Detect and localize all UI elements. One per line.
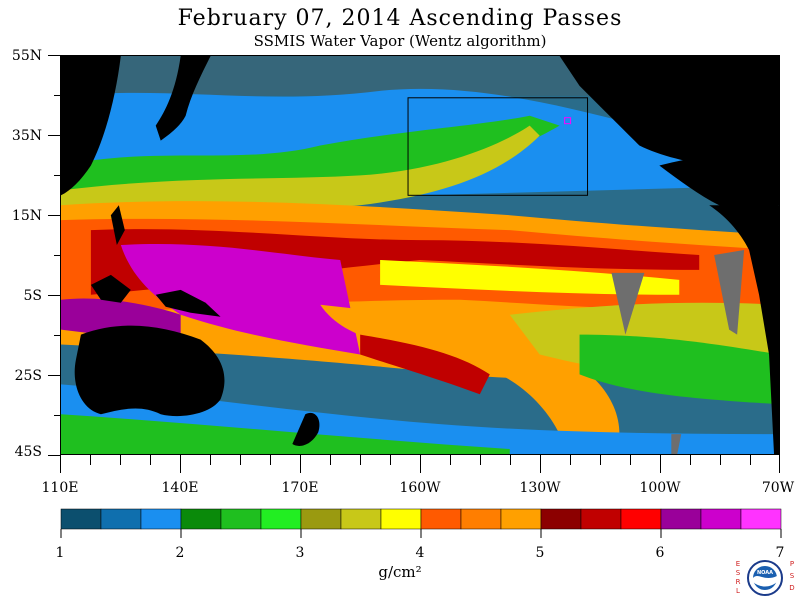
lon-label-100w: 100W bbox=[639, 480, 681, 496]
lat-tick bbox=[48, 55, 60, 56]
colorbar-swatch bbox=[260, 508, 302, 530]
lon-tick bbox=[330, 455, 331, 465]
colorbar-swatch bbox=[660, 508, 702, 530]
lat-tick bbox=[54, 335, 60, 336]
colorbar-swatch bbox=[380, 508, 422, 530]
lat-tick bbox=[48, 455, 60, 456]
noaa-logo: E S R L NOAA P S D bbox=[736, 560, 795, 596]
colorbar-swatch bbox=[740, 508, 782, 530]
lon-tick bbox=[750, 455, 751, 465]
colorbar-label-3: 3 bbox=[295, 545, 305, 561]
colorbar-swatch bbox=[180, 508, 222, 530]
lon-tick bbox=[120, 455, 121, 465]
colorbar-swatch bbox=[700, 508, 742, 530]
colorbar-swatch bbox=[500, 508, 542, 530]
logo-esrl-e: E bbox=[736, 560, 740, 568]
lon-tick bbox=[270, 455, 271, 465]
colorbar-swatch bbox=[420, 508, 462, 530]
logo-psd-s: S bbox=[790, 572, 795, 580]
lat-tick bbox=[54, 175, 60, 176]
lon-label-70w: 70W bbox=[761, 480, 795, 496]
lon-label-110e: 110E bbox=[41, 480, 79, 496]
lat-label-35n: 35N bbox=[11, 128, 42, 144]
lon-tick bbox=[60, 455, 61, 473]
lon-tick bbox=[90, 455, 91, 465]
lon-tick bbox=[150, 455, 151, 465]
lon-tick bbox=[180, 455, 181, 473]
lon-tick bbox=[480, 455, 481, 465]
water-vapor-map bbox=[60, 55, 780, 455]
lon-label-140e: 140E bbox=[161, 480, 199, 496]
lon-tick bbox=[570, 455, 571, 465]
logo-noaa-text: NOAA bbox=[757, 570, 773, 576]
colorbar-units: g/cm² bbox=[378, 563, 422, 581]
colorbar-swatch bbox=[540, 508, 582, 530]
colorbar-swatch bbox=[300, 508, 342, 530]
colorbar bbox=[60, 508, 782, 538]
lon-tick bbox=[600, 455, 601, 465]
lon-tick bbox=[300, 455, 301, 473]
lat-label-45s: 45S bbox=[14, 444, 42, 460]
lon-tick bbox=[510, 455, 511, 465]
colorbar-swatch bbox=[580, 508, 622, 530]
logo-psd-p: P bbox=[790, 560, 794, 568]
colorbar-label-2: 2 bbox=[175, 545, 185, 561]
lon-tick bbox=[540, 455, 541, 473]
colorbar-swatch bbox=[100, 508, 142, 530]
lon-label-170e: 170E bbox=[281, 480, 319, 496]
map-title: February 07, 2014 Ascending Passes bbox=[177, 6, 623, 31]
lon-tick bbox=[450, 455, 451, 465]
lon-tick bbox=[660, 455, 661, 473]
colorbar-swatch bbox=[220, 508, 262, 530]
colorbar-label-7: 7 bbox=[775, 545, 785, 561]
lon-tick bbox=[690, 455, 691, 465]
lon-tick bbox=[210, 455, 211, 465]
colorbar-label-6: 6 bbox=[655, 545, 665, 561]
lon-tick bbox=[360, 455, 361, 465]
colorbar-swatch bbox=[140, 508, 182, 530]
lon-label-130w: 130W bbox=[519, 480, 561, 496]
colorbar-swatch bbox=[620, 508, 662, 530]
lon-tick bbox=[390, 455, 391, 465]
logo-esrl-s: S bbox=[736, 569, 741, 577]
colorbar-label-1: 1 bbox=[55, 545, 65, 561]
lat-tick bbox=[48, 215, 60, 216]
logo-esrl-l: L bbox=[736, 587, 740, 595]
lon-tick bbox=[420, 455, 421, 473]
lon-tick bbox=[779, 455, 780, 473]
colorbar-swatch bbox=[460, 508, 502, 530]
lat-tick bbox=[48, 375, 60, 376]
lat-tick bbox=[54, 415, 60, 416]
lat-tick bbox=[54, 255, 60, 256]
lon-tick bbox=[630, 455, 631, 465]
colorbar-swatch bbox=[340, 508, 382, 530]
colorbar-label-4: 4 bbox=[415, 545, 425, 561]
logo-psd-d: D bbox=[789, 584, 794, 592]
colorbar-label-5: 5 bbox=[535, 545, 545, 561]
lat-tick bbox=[48, 135, 60, 136]
lat-label-5s: 5S bbox=[23, 288, 43, 304]
lat-label-55n: 55N bbox=[11, 48, 42, 64]
map-subtitle: SSMIS Water Vapor (Wentz algorithm) bbox=[253, 32, 547, 50]
lat-label-15n: 15N bbox=[11, 208, 42, 224]
lat-tick bbox=[48, 295, 60, 296]
lat-label-25s: 25S bbox=[14, 368, 42, 384]
colorbar-swatch bbox=[60, 508, 102, 530]
lon-label-160w: 160W bbox=[399, 480, 441, 496]
lon-tick bbox=[720, 455, 721, 465]
lon-tick bbox=[240, 455, 241, 465]
logo-esrl-r: R bbox=[736, 578, 741, 586]
lat-tick bbox=[54, 95, 60, 96]
